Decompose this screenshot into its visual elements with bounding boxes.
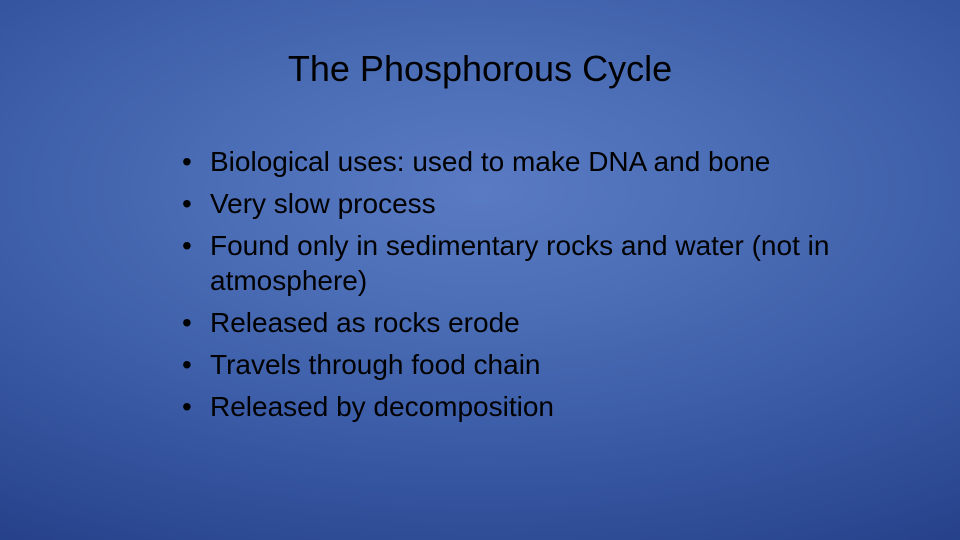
list-item: Very slow process	[182, 186, 830, 222]
list-item: Travels through food chain	[182, 347, 830, 383]
list-item: Found only in sedimentary rocks and wate…	[182, 228, 830, 300]
list-item: Released as rocks erode	[182, 305, 830, 341]
list-item: Released by decomposition	[182, 389, 830, 425]
slide-title: The Phosphorous Cycle	[90, 48, 870, 90]
bullet-list: Biological uses: used to make DNA and bo…	[90, 144, 870, 431]
slide-container: The Phosphorous Cycle Biological uses: u…	[0, 0, 960, 540]
list-item: Biological uses: used to make DNA and bo…	[182, 144, 830, 180]
